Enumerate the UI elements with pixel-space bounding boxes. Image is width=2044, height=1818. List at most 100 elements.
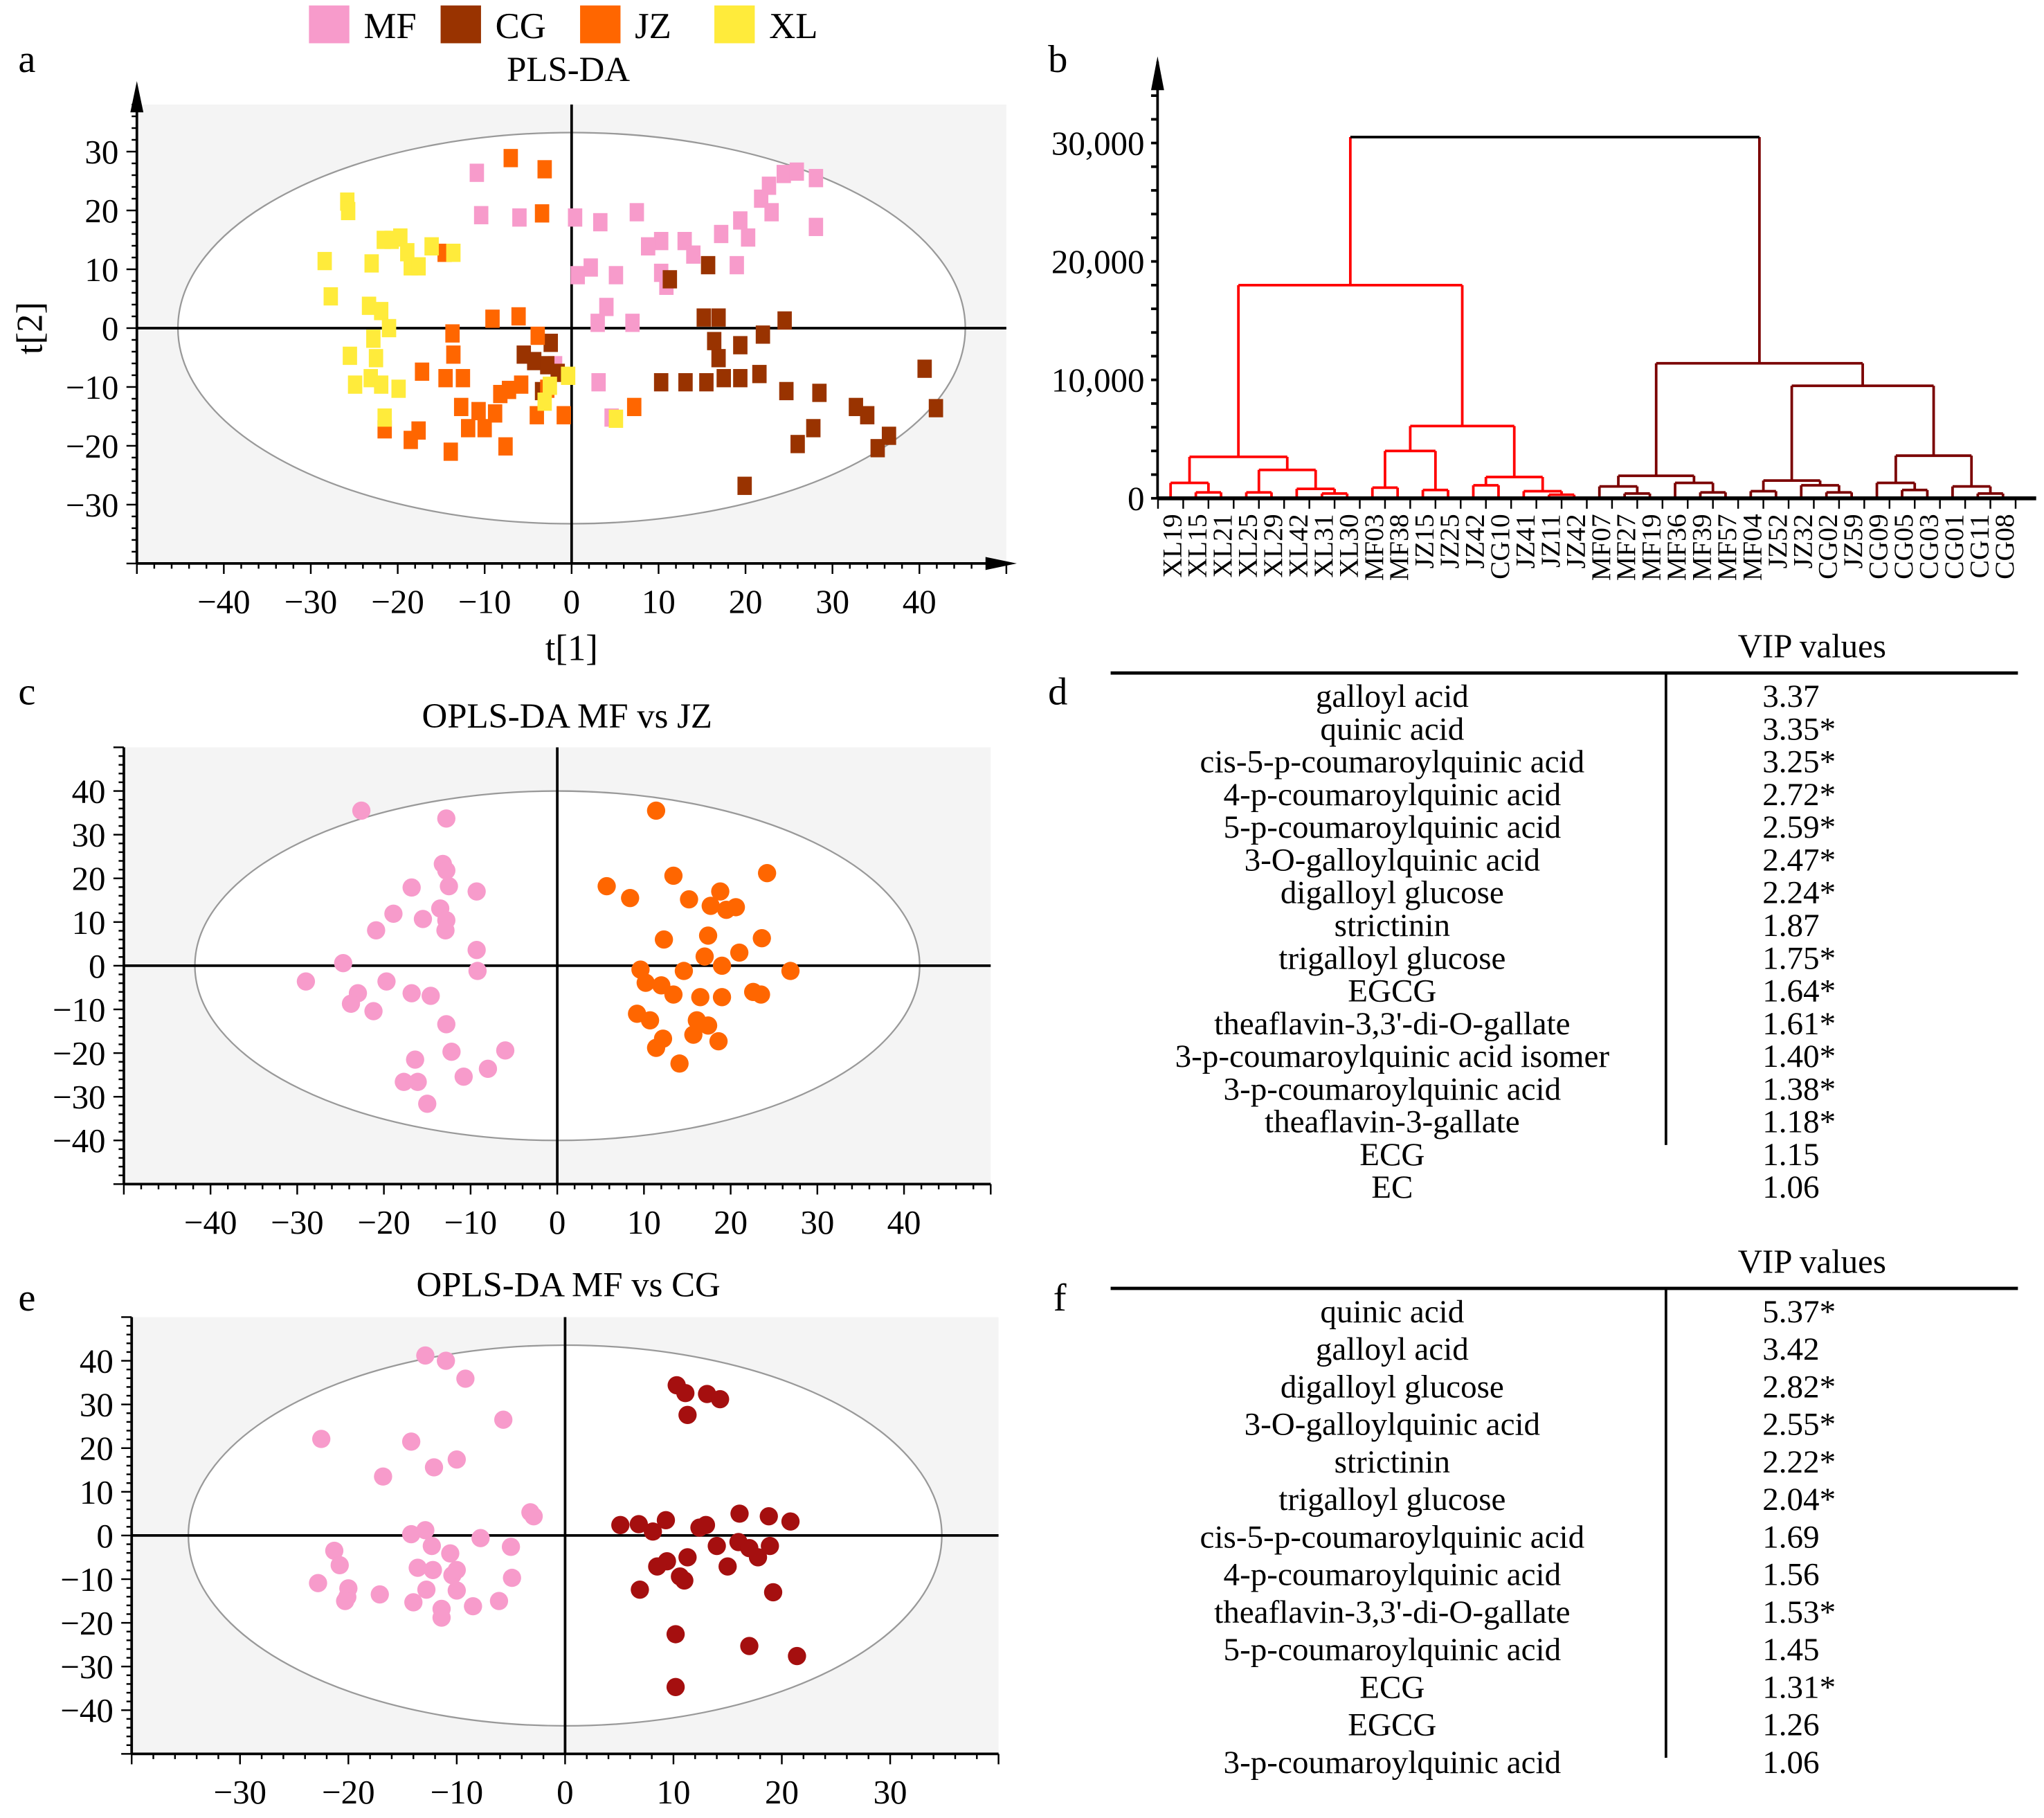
x-tick-label: 0: [557, 1773, 573, 1811]
data-point-xl: [343, 346, 357, 366]
data-point-mf: [570, 266, 585, 285]
data-point-cg: [759, 1506, 778, 1526]
data-point-xl: [446, 244, 461, 262]
data-point-cg: [648, 1557, 667, 1576]
legend: MF CG JZ XL: [309, 5, 817, 46]
data-point-cg: [740, 1637, 759, 1655]
x-axis-arrow: [985, 557, 1017, 570]
y-tick-label: −10: [60, 1560, 114, 1599]
leaf-label: CG05: [1888, 514, 1919, 579]
vip-value: 1.61*: [1762, 1006, 1836, 1042]
y-tick-label: 0: [89, 947, 105, 985]
leaf-label: MF38: [1384, 514, 1414, 581]
chart-title: PLS-DA: [507, 50, 630, 89]
x-tick-label: −10: [431, 1773, 484, 1811]
compound-name: ECG: [1359, 1669, 1425, 1705]
data-point-mf: [608, 266, 624, 285]
compound-name: EC: [1371, 1169, 1413, 1205]
opls-da-mf-vs-jz-plot: −40 −30 −20 −10 0 10 20 30 40403020100−10−20−30−…: [53, 696, 992, 1241]
data-point-mf: [590, 314, 605, 332]
vip-value: 1.31*: [1762, 1669, 1836, 1705]
y-tick-label: 30: [72, 816, 106, 854]
vip-value: 2.47*: [1762, 842, 1836, 878]
leaf-label: XL29: [1258, 514, 1288, 577]
x-tick-label: 40: [903, 582, 937, 620]
data-point-jz: [455, 369, 471, 388]
data-point-jz: [404, 431, 418, 449]
data-point-cg: [666, 1625, 685, 1644]
data-point-mf: [377, 972, 396, 991]
data-point-jz: [684, 1025, 703, 1044]
data-point-cg: [761, 1536, 779, 1556]
data-point-jz: [460, 419, 476, 438]
data-point-xl: [393, 228, 408, 247]
leaf-label: MF39: [1687, 514, 1717, 581]
y-tick-label: 20: [80, 1430, 114, 1468]
data-point-mf: [568, 208, 583, 227]
x-tick-label: −10: [458, 582, 512, 620]
data-point-jz: [691, 988, 709, 1007]
data-point-cg: [711, 1389, 730, 1409]
data-point-mf: [406, 1050, 424, 1069]
data-point-jz: [453, 397, 469, 417]
x-tick-label: 30: [815, 582, 849, 620]
data-point-jz: [701, 897, 720, 915]
leaf-label: MF27: [1611, 514, 1641, 581]
compound-name: 3-O-galloylquinic acid: [1245, 842, 1541, 878]
data-point-jz: [664, 985, 683, 1004]
leaf-label: JZ32: [1787, 514, 1818, 568]
chart-title: OPLS-DA MF vs JZ: [422, 696, 712, 735]
y-tick-label: −40: [53, 1122, 106, 1160]
data-point-xl: [537, 393, 552, 411]
y-tick-label: −40: [60, 1691, 114, 1729]
data-point-xl: [411, 257, 426, 276]
data-point-jz: [781, 962, 800, 980]
data-point-mf: [437, 1351, 455, 1370]
data-point-jz: [597, 876, 616, 896]
leaf-label: XL21: [1207, 514, 1238, 577]
data-point-jz: [758, 863, 777, 883]
leaf-label: JZ11: [1535, 514, 1566, 568]
vip-value: 2.04*: [1762, 1482, 1836, 1518]
data-point-cg: [644, 1522, 662, 1541]
table-header: VIP values: [1738, 627, 1886, 665]
x-tick-label: 20: [729, 582, 763, 620]
data-point-mf: [384, 904, 403, 924]
vip-value: 2.22*: [1762, 1444, 1836, 1480]
data-point-jz: [670, 1054, 689, 1073]
panel-label-b: b: [1048, 38, 1067, 81]
data-point-jz: [498, 437, 513, 456]
vip-value: 3.37: [1762, 678, 1819, 714]
data-point-cg: [860, 406, 875, 424]
y-tick-label: 0: [1128, 480, 1144, 518]
compound-name: 3-p-coumaroylquinic acid isomer: [1175, 1038, 1610, 1074]
data-point-mf: [468, 962, 487, 980]
leaf-label: CG03: [1914, 514, 1944, 579]
compound-name: 4-p-coumaroylquinic acid: [1224, 1557, 1562, 1593]
y-tick-label: 10: [84, 251, 118, 289]
data-point-mf: [456, 1369, 475, 1388]
data-point-jz: [514, 375, 529, 394]
y-tick-label: 20,000: [1051, 243, 1145, 281]
vip-value: 2.72*: [1762, 777, 1836, 813]
data-point-cg: [763, 1583, 783, 1602]
vip-value: 2.55*: [1762, 1407, 1836, 1443]
y-tick-label: 20: [72, 860, 106, 898]
data-point-jz: [726, 898, 745, 917]
compound-name: galloyl acid: [1316, 678, 1469, 714]
x-tick-label: 0: [549, 1203, 566, 1241]
leaf-label: JZ15: [1409, 514, 1440, 568]
data-point-jz: [537, 160, 552, 179]
compound-name: 3-p-coumaroylquinic acid: [1224, 1071, 1562, 1107]
leaf-label: CG11: [1964, 514, 1994, 578]
data-point-cg: [631, 1580, 649, 1599]
y-tick-label: −20: [60, 1604, 114, 1642]
data-point-jz: [530, 326, 545, 345]
data-point-mf: [437, 809, 455, 828]
data-point-xl: [347, 375, 363, 394]
data-point-cg: [676, 1384, 695, 1403]
vip-value: 1.26: [1762, 1707, 1819, 1743]
data-point-jz: [446, 345, 461, 364]
data-point-jz: [485, 309, 500, 328]
x-tick-label: −10: [444, 1203, 498, 1241]
